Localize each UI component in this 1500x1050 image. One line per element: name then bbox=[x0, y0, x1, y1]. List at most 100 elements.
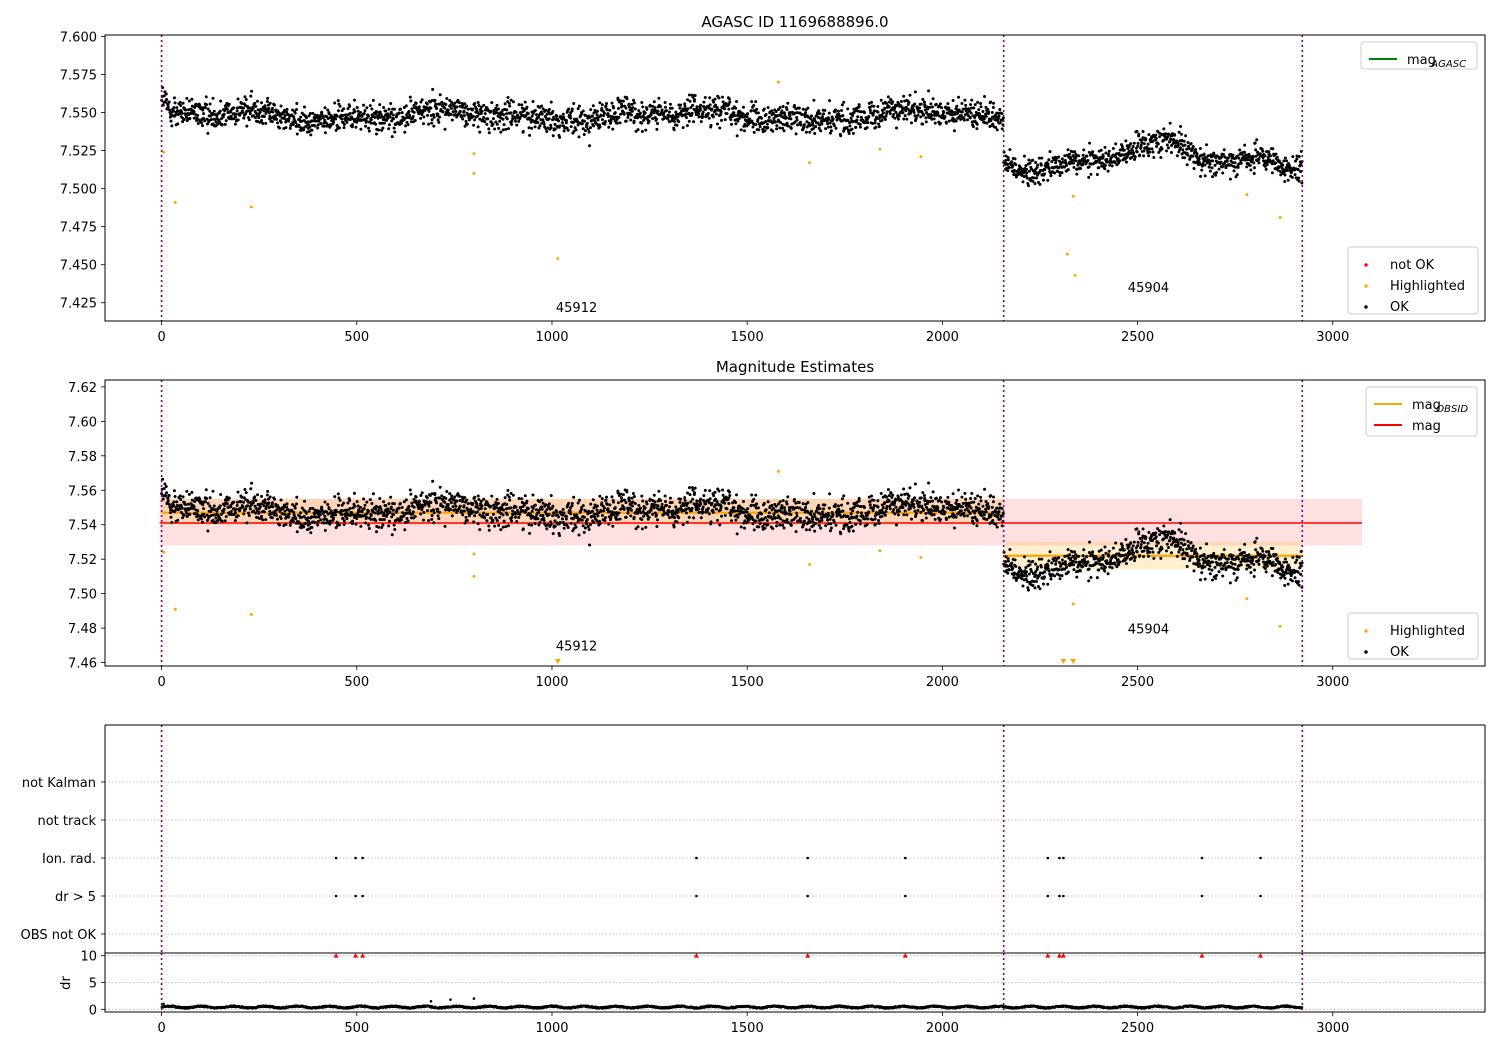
ok-point bbox=[1275, 155, 1279, 159]
ok-point bbox=[697, 112, 701, 116]
ok-point bbox=[334, 117, 338, 121]
ok-point bbox=[531, 506, 535, 510]
ok-point bbox=[836, 109, 840, 113]
ok-point bbox=[886, 488, 890, 492]
ok-point bbox=[212, 109, 216, 113]
ok-point bbox=[562, 511, 566, 515]
ok-point bbox=[657, 489, 661, 493]
ok-point bbox=[1295, 157, 1299, 161]
ok-point bbox=[558, 135, 562, 139]
ok-point bbox=[247, 118, 251, 122]
ok-point bbox=[243, 95, 247, 99]
ok-point bbox=[706, 111, 710, 115]
ok-point bbox=[879, 98, 883, 102]
p0-y-tick-label: 7.475 bbox=[60, 221, 97, 236]
ok-point bbox=[1047, 158, 1051, 162]
ok-point bbox=[920, 506, 924, 510]
ok-point bbox=[504, 127, 508, 131]
ok-point bbox=[378, 103, 382, 107]
ok-point bbox=[789, 523, 793, 527]
ok-point bbox=[596, 514, 600, 518]
ok-point bbox=[483, 120, 487, 124]
ok-point bbox=[401, 115, 405, 119]
ok-point bbox=[1274, 152, 1278, 156]
ok-point bbox=[392, 126, 396, 130]
ok-point bbox=[876, 104, 880, 108]
ok-point bbox=[367, 523, 371, 527]
ok-point bbox=[531, 493, 535, 497]
ok-point bbox=[1110, 164, 1114, 168]
ok-point bbox=[616, 106, 620, 110]
ok-point bbox=[291, 108, 295, 112]
ok-point bbox=[1211, 175, 1215, 179]
ok-point bbox=[820, 115, 824, 119]
ok-point bbox=[534, 515, 538, 519]
ok-point bbox=[908, 486, 912, 490]
ok-point bbox=[430, 98, 434, 102]
ok-point bbox=[764, 516, 768, 520]
ok-point bbox=[785, 107, 789, 111]
ok-point bbox=[946, 102, 950, 106]
ok-point bbox=[493, 127, 497, 131]
ok-point bbox=[206, 529, 210, 533]
ok-point bbox=[911, 104, 915, 108]
ok-point bbox=[222, 507, 226, 511]
ok-point bbox=[883, 513, 887, 517]
ok-point bbox=[1024, 164, 1028, 168]
ok-point bbox=[401, 511, 405, 515]
ok-point bbox=[1024, 167, 1028, 171]
ok-point bbox=[165, 491, 169, 495]
ok-point bbox=[562, 129, 566, 133]
ok-point bbox=[553, 127, 557, 131]
ok-point bbox=[493, 524, 497, 528]
ok-point bbox=[1139, 143, 1143, 147]
ok-point bbox=[422, 122, 426, 126]
ok-point bbox=[643, 111, 647, 115]
ok-point bbox=[1266, 156, 1270, 160]
ok-point bbox=[409, 99, 413, 103]
ok-point bbox=[750, 493, 754, 497]
ok-point bbox=[781, 104, 785, 108]
ok-point bbox=[713, 490, 717, 494]
ok-point bbox=[761, 127, 765, 131]
ok-point bbox=[731, 501, 735, 505]
ok-point bbox=[961, 107, 965, 111]
ok-point bbox=[679, 103, 683, 107]
ok-point bbox=[271, 106, 275, 110]
p0-y-tick-label: 7.425 bbox=[60, 297, 97, 312]
ok-point bbox=[244, 97, 248, 101]
ok-point bbox=[206, 131, 210, 135]
ok-point bbox=[660, 108, 664, 112]
ok-point bbox=[272, 497, 276, 501]
ok-point bbox=[877, 125, 881, 129]
ok-point bbox=[702, 100, 706, 104]
ok-point bbox=[725, 112, 729, 116]
ok-point bbox=[685, 115, 689, 119]
ok-point bbox=[1197, 160, 1201, 164]
ok-point bbox=[1156, 142, 1160, 146]
ok-point bbox=[1101, 155, 1105, 159]
ok-point bbox=[664, 109, 668, 113]
ok-point bbox=[430, 121, 434, 125]
ok-point bbox=[336, 99, 340, 103]
ok-point bbox=[173, 495, 177, 499]
ok-point bbox=[829, 125, 833, 129]
ok-point bbox=[545, 508, 549, 512]
ok-point bbox=[371, 492, 375, 496]
ok-point bbox=[505, 513, 509, 517]
ok-point bbox=[632, 495, 636, 499]
ok-point bbox=[647, 119, 651, 123]
ok-point bbox=[699, 103, 703, 107]
ok-point bbox=[651, 498, 655, 502]
ok-point bbox=[355, 514, 359, 518]
ok-point bbox=[1011, 164, 1015, 168]
ok-point bbox=[290, 113, 294, 117]
ok-point bbox=[685, 511, 689, 515]
ok-point bbox=[699, 516, 703, 520]
ok-point bbox=[589, 126, 593, 130]
ok-point bbox=[752, 130, 756, 134]
ok-point bbox=[1255, 138, 1259, 142]
ok-point bbox=[649, 508, 653, 512]
ok-point bbox=[809, 114, 813, 118]
ok-point bbox=[262, 109, 266, 113]
